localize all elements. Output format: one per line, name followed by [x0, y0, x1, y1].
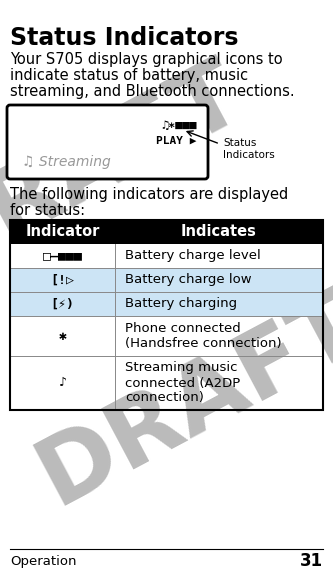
- Text: PLAY ▶: PLAY ▶: [157, 136, 197, 146]
- Text: [!▷: [!▷: [51, 274, 75, 286]
- Text: The following indicators are displayed: The following indicators are displayed: [10, 187, 288, 202]
- Bar: [10, 220, 323, 244]
- Text: indicate status of battery, music: indicate status of battery, music: [10, 68, 248, 83]
- FancyBboxPatch shape: [7, 105, 208, 179]
- Text: DRAFT: DRAFT: [0, 47, 257, 294]
- Text: □–■■■: □–■■■: [43, 249, 83, 262]
- Text: for status:: for status:: [10, 203, 85, 218]
- Text: Battery charge low: Battery charge low: [125, 274, 252, 286]
- Text: ✱: ✱: [59, 329, 67, 343]
- Text: Indicator: Indicator: [25, 224, 100, 240]
- Text: Your S705 displays graphical icons to: Your S705 displays graphical icons to: [10, 52, 283, 67]
- Text: Operation: Operation: [10, 554, 77, 567]
- Text: ♪: ♪: [59, 377, 67, 390]
- Text: Indicates: Indicates: [181, 224, 257, 240]
- Text: Status
Indicators: Status Indicators: [223, 138, 275, 160]
- Text: Status Indicators: Status Indicators: [10, 26, 238, 50]
- Text: Battery charging: Battery charging: [125, 298, 237, 311]
- Text: Battery charge level: Battery charge level: [125, 249, 261, 262]
- Bar: [10, 292, 323, 316]
- Text: DRAFT: DRAFT: [22, 277, 333, 524]
- Text: ♫ Streaming: ♫ Streaming: [22, 155, 111, 169]
- Text: Streaming music
connected (A2DP
connection): Streaming music connected (A2DP connecti…: [125, 361, 240, 404]
- Text: 31: 31: [300, 552, 323, 568]
- Bar: [10, 220, 323, 410]
- Text: [⚡): [⚡): [51, 298, 75, 311]
- Text: Phone connected
(Handsfree connection): Phone connected (Handsfree connection): [125, 322, 282, 350]
- Text: ♫∗■■■: ♫∗■■■: [162, 119, 197, 132]
- Bar: [10, 268, 323, 292]
- Text: streaming, and Bluetooth connections.: streaming, and Bluetooth connections.: [10, 84, 295, 99]
